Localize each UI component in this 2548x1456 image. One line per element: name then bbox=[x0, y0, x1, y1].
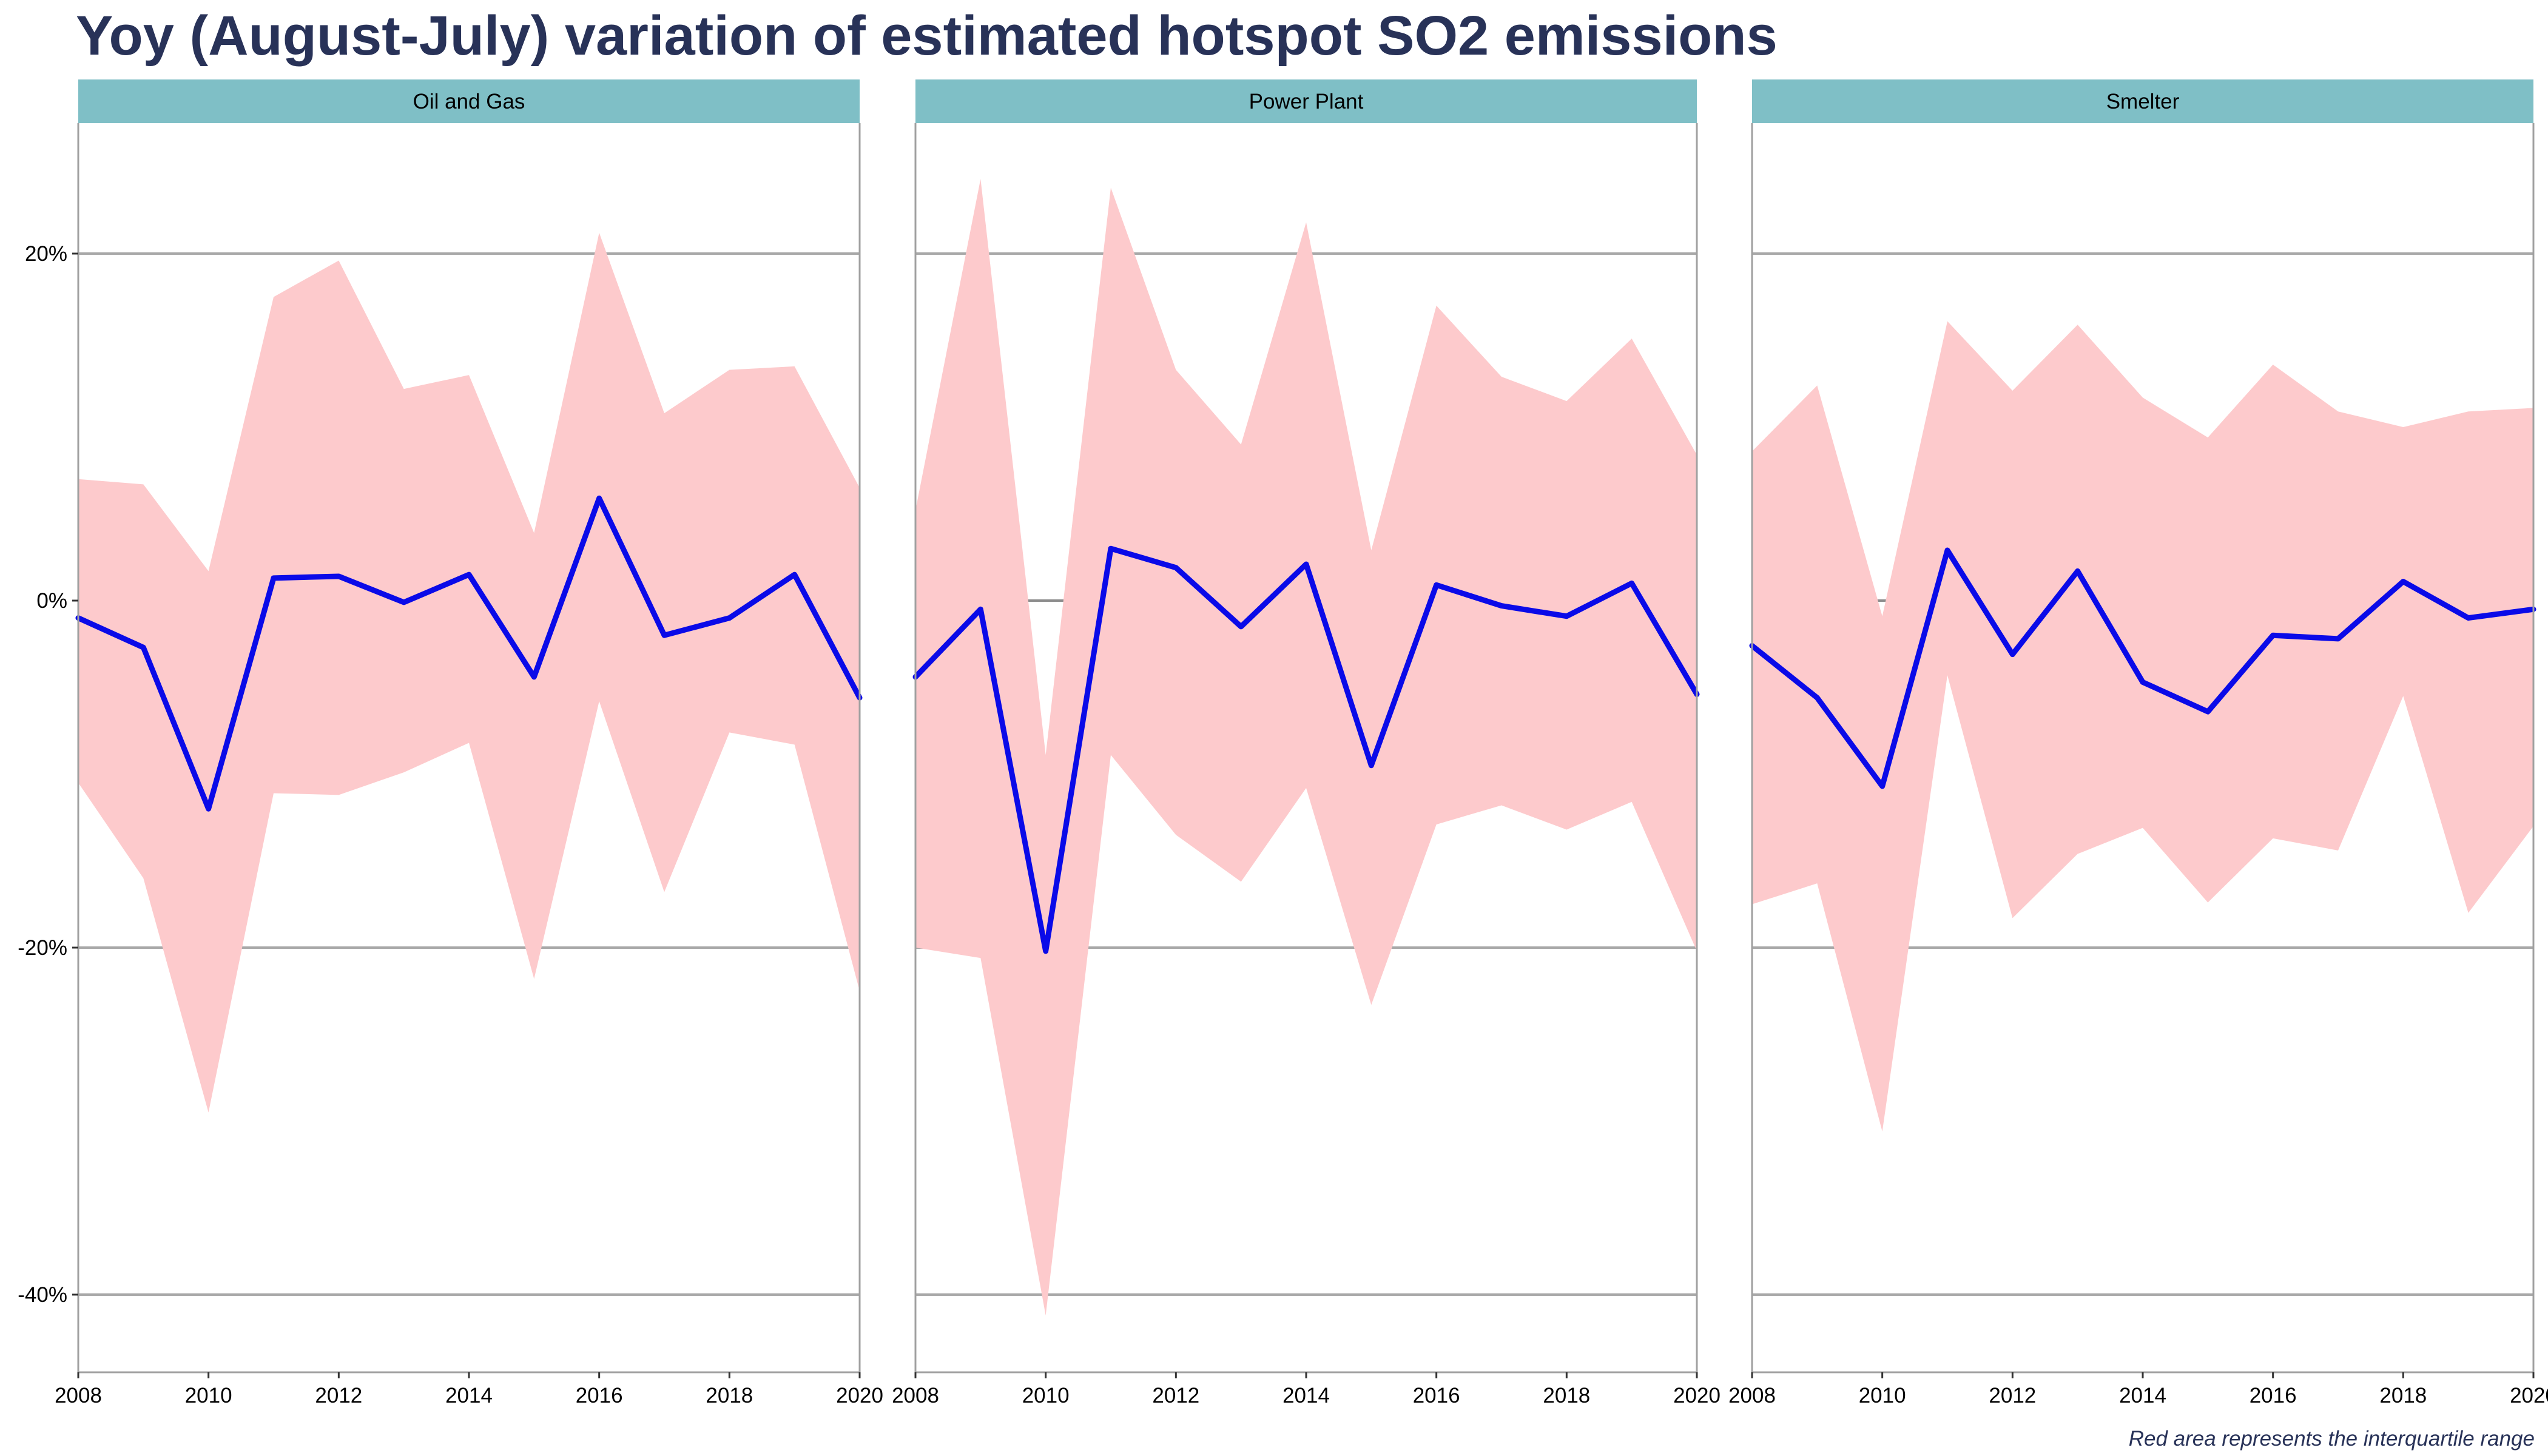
panel-strip bbox=[915, 79, 1697, 123]
panel-strip-label: Smelter bbox=[2106, 90, 2180, 113]
x-tick-label: 2020 bbox=[836, 1384, 883, 1407]
x-tick-label: 2018 bbox=[706, 1384, 753, 1407]
interquartile-band bbox=[915, 179, 1697, 1316]
y-tick-label: 20% bbox=[25, 242, 67, 266]
x-tick-label: 2008 bbox=[55, 1384, 102, 1407]
y-tick-label: 0% bbox=[36, 589, 67, 613]
panel-0: Oil and Gas 2008 2010 2012 2014 2016 2018 2020 bbox=[55, 79, 883, 1407]
x-tick-label: 2012 bbox=[1989, 1384, 2036, 1407]
x-tick-label: 2014 bbox=[445, 1384, 493, 1407]
x-tick-label: 2008 bbox=[1728, 1384, 1776, 1407]
x-tick-label: 2020 bbox=[2510, 1384, 2548, 1407]
x-tick-label: 2020 bbox=[1673, 1384, 1721, 1407]
x-tick-label: 2014 bbox=[1282, 1384, 1330, 1407]
panel-strip bbox=[1752, 79, 2533, 123]
x-tick-label: 2012 bbox=[1152, 1384, 1199, 1407]
x-tick-label: 2010 bbox=[1859, 1384, 1906, 1407]
panel-strip bbox=[78, 79, 860, 123]
x-tick-label: 2008 bbox=[892, 1384, 939, 1407]
interquartile-band bbox=[78, 232, 860, 1113]
chart-caption: Red area represents the interquartile ra… bbox=[2128, 1427, 2535, 1451]
x-tick-label: 2012 bbox=[315, 1384, 362, 1407]
panel-1: Power Plant 2008 2010 2012 2014 2016 2018 2020 bbox=[892, 79, 1721, 1407]
x-tick-label: 2016 bbox=[2250, 1384, 2297, 1407]
x-tick-label: 2014 bbox=[2119, 1384, 2166, 1407]
panel-strip-label: Power Plant bbox=[1249, 90, 1364, 113]
x-tick-label: 2016 bbox=[576, 1384, 623, 1407]
interquartile-band bbox=[1752, 321, 2533, 1132]
x-tick-label: 2010 bbox=[1022, 1384, 1070, 1407]
panel-2: Smelter 2008 2010 2012 2014 2016 2018 2020 bbox=[1728, 79, 2548, 1407]
y-tick-label: -20% bbox=[18, 936, 67, 960]
x-tick-label: 2018 bbox=[2379, 1384, 2427, 1407]
x-tick-label: 2016 bbox=[1413, 1384, 1460, 1407]
x-tick-label: 2010 bbox=[185, 1384, 232, 1407]
x-tick-label: 2018 bbox=[1543, 1384, 1590, 1407]
panel-strip-label: Oil and Gas bbox=[413, 90, 525, 113]
chart-title: Yoy (August-July) variation of estimated… bbox=[76, 5, 1778, 67]
y-tick-label: -40% bbox=[18, 1283, 67, 1307]
